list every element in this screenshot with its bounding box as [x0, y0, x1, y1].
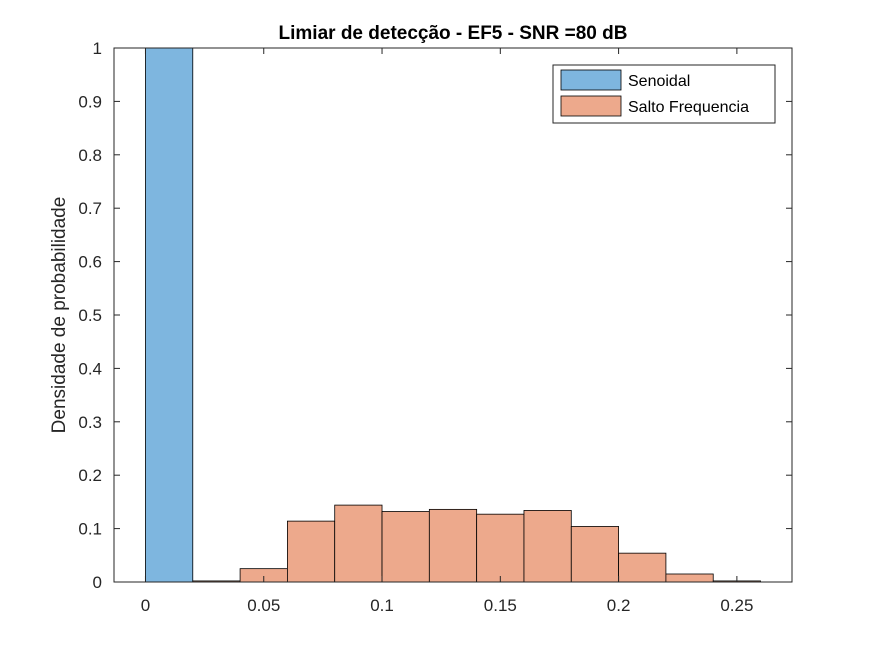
bar-salto-frequencia-2 — [287, 520, 336, 583]
y-tick-label: 0.3 — [78, 413, 102, 432]
y-tick-label: 0.6 — [78, 253, 102, 272]
x-tick-label: 0.05 — [247, 596, 280, 615]
bar-salto-frequencia-10 — [665, 573, 714, 583]
y-tick-label: 0.8 — [78, 146, 102, 165]
y-axis: 0 0.1 0.2 0.3 0.4 0.5 0.6 0.7 0.8 0.9 1 — [78, 39, 792, 592]
bar-salto-frequencia-7 — [523, 510, 572, 583]
y-tick-label: 0.1 — [78, 520, 102, 539]
y-axis-label: Densidade de probabilidade — [49, 197, 70, 434]
bar-salto-frequencia-6 — [476, 513, 525, 583]
x-tick-label: 0.25 — [720, 596, 753, 615]
y-tick-label: 0.5 — [78, 306, 102, 325]
x-tick-label: 0 — [141, 596, 150, 615]
bars-group — [145, 47, 761, 583]
bar-senoidal-0 — [145, 47, 194, 583]
y-tick-label: 1 — [93, 39, 102, 58]
legend-label: Salto Frequencia — [628, 99, 749, 116]
bar-salto-frequencia-5 — [428, 508, 478, 583]
plot-area-frame — [113, 47, 793, 583]
y-tick-label: 0.4 — [78, 359, 102, 378]
x-tick-label: 0.15 — [484, 596, 517, 615]
legend-label: Senoidal — [628, 73, 690, 90]
bar-salto-frequencia-8 — [570, 526, 619, 583]
x-axis: 0 0.05 0.1 0.15 0.2 0.25 — [141, 48, 753, 615]
bar-salto-frequencia-4 — [381, 511, 430, 583]
legend-swatch — [560, 95, 622, 117]
bar-salto-frequencia-3 — [334, 504, 383, 583]
legend-swatch — [560, 69, 622, 91]
x-tick-label: 0.2 — [607, 596, 631, 615]
y-tick-label: 0.2 — [78, 466, 102, 485]
chart-title: Limiar de detecção - EF5 - SNR =80 dB — [279, 23, 628, 44]
x-tick-label: 0.1 — [370, 596, 394, 615]
y-tick-label: 0.9 — [78, 92, 102, 111]
bar-salto-frequencia-9 — [618, 552, 667, 583]
y-tick-label: 0.7 — [78, 199, 102, 218]
legend: Senoidal Salto Frequencia — [552, 64, 776, 124]
y-tick-label: 0 — [93, 573, 102, 592]
